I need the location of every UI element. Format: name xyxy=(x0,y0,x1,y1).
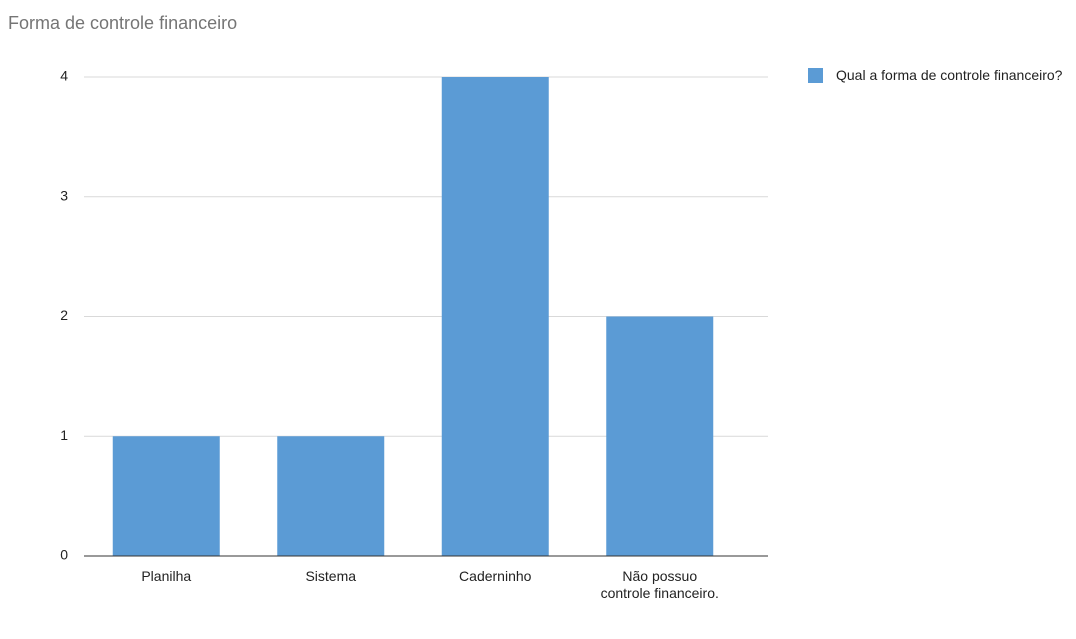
x-tick-label-box: Sistema xyxy=(305,568,357,584)
y-tick-label: 2 xyxy=(60,307,68,323)
legend-label-box: Qual a forma de controle financeiro? xyxy=(836,67,1063,83)
x-tick-label: Não possuo controle financeiro. xyxy=(600,568,719,601)
chart-title: Forma de controle financeiro xyxy=(8,13,237,33)
x-tick-label: Sistema xyxy=(305,568,357,584)
y-tick-label: 1 xyxy=(60,427,68,443)
x-tick-label: Caderninho xyxy=(459,568,532,584)
bar xyxy=(112,436,220,556)
x-tick-label-box: Não possuo controle financeiro. xyxy=(600,568,719,601)
y-tick-label: 3 xyxy=(60,187,68,203)
bar xyxy=(441,77,549,556)
x-tick-label-box: Planilha xyxy=(141,568,192,584)
bar xyxy=(606,316,714,556)
y-tick-label: 0 xyxy=(60,547,68,563)
x-tick-label-box: Caderninho xyxy=(459,568,532,584)
x-tick-label: Planilha xyxy=(141,568,192,584)
legend-swatch xyxy=(808,68,823,83)
bar xyxy=(277,436,385,556)
y-tick-label: 4 xyxy=(60,68,68,84)
legend-label: Qual a forma de controle financeiro? xyxy=(836,67,1063,83)
